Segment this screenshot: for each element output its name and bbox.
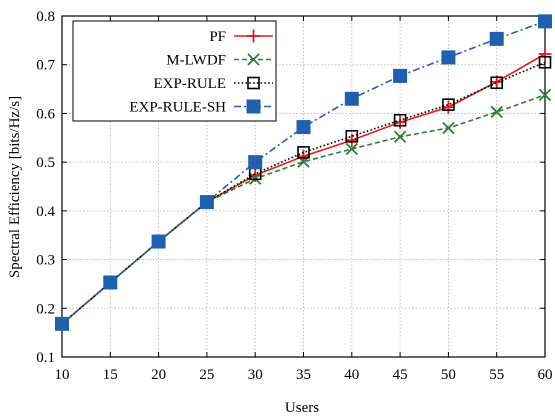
- x-tick-label: 40: [344, 367, 359, 383]
- data-point-plus: [538, 47, 552, 61]
- x-tick-label: 10: [55, 367, 70, 383]
- data-point-open-square: [297, 146, 310, 159]
- legend-label: PF: [209, 29, 226, 45]
- data-point-filled-square: [296, 120, 311, 135]
- legend-label: EXP-RULE: [154, 76, 227, 92]
- x-tick-label: 25: [199, 367, 214, 383]
- data-point-open-square: [247, 76, 260, 90]
- x-tick-label: 15: [103, 367, 118, 383]
- x-tick-label: 45: [393, 367, 408, 383]
- axes: 10 15 20 25 30 35 40 45 50 55 60 0.1 0.2 0.3 0.4 0.5 0.6…: [36, 9, 552, 383]
- plot-frame: [61, 15, 546, 358]
- data-point-plus: [393, 115, 407, 129]
- data-point-x: [393, 130, 407, 143]
- data-point-filled-square: [441, 50, 456, 65]
- series-exp-rule-sh: [55, 14, 552, 331]
- legend-entry: EXP-RULE: [154, 76, 273, 92]
- data-point-x: [345, 142, 358, 156]
- data-point-open-square: [538, 55, 552, 69]
- data-point-x: [538, 88, 552, 102]
- data-point-plus: [441, 100, 455, 114]
- x-tick-label: 60: [538, 367, 553, 383]
- x-tick-label: 20: [151, 367, 166, 383]
- y-tick-label: 0.1: [36, 350, 55, 366]
- data-point-filled-square: [103, 275, 118, 290]
- data-point-filled-square: [393, 68, 408, 83]
- data-point-x: [490, 105, 503, 119]
- y-tick-label: 0.3: [36, 253, 55, 269]
- y-tick-label: 0.2: [36, 301, 55, 317]
- y-tick-label: 0.4: [36, 204, 55, 220]
- data-point-open-square: [442, 98, 455, 111]
- legend-entry: EXP-RULE-SH: [129, 99, 273, 116]
- legend-label: M-LWDF: [166, 53, 226, 69]
- plot-series: [55, 14, 552, 331]
- y-tick-label: 0.6: [36, 106, 55, 122]
- legend-label: EXP-RULE-SH: [129, 100, 226, 116]
- data-point-open-square: [393, 113, 407, 127]
- data-point-filled-square: [248, 155, 263, 170]
- data-point-x: [247, 53, 260, 66]
- data-point-x: [442, 121, 455, 135]
- data-point-open-square: [345, 130, 359, 143]
- x-tick-label: 50: [441, 367, 456, 383]
- y-tick-label: 0.7: [36, 58, 55, 74]
- x-tick-label: 30: [248, 367, 263, 383]
- data-point-filled-square: [489, 31, 504, 46]
- legend: PF M-LWDF EXP-RULE EXP-RULE-SH: [72, 20, 277, 122]
- legend-entry: M-LWDF: [166, 53, 273, 69]
- y-axis-label: Spectral Efficiency [bits/Hz/s]: [7, 96, 23, 278]
- x-axis-label: Users: [285, 400, 319, 416]
- data-point-filled-square: [55, 316, 69, 331]
- legend-entry: PF: [209, 29, 273, 45]
- data-point-filled-square: [344, 91, 359, 106]
- series-line: [61, 61, 546, 325]
- data-point-filled-square: [246, 99, 261, 114]
- x-tick-label: 55: [489, 367, 504, 383]
- data-point-plus: [247, 29, 260, 43]
- data-point-plus: [345, 133, 359, 147]
- y-tick-label: 0.8: [36, 9, 55, 25]
- data-point-filled-square: [151, 234, 166, 249]
- legend-box: [72, 20, 277, 122]
- x-tick-label: 35: [296, 367, 311, 383]
- y-tick-label: 0.5: [36, 155, 55, 171]
- data-point-open-square: [490, 76, 504, 90]
- data-point-filled-square: [538, 14, 552, 29]
- data-point-filled-square: [199, 195, 214, 210]
